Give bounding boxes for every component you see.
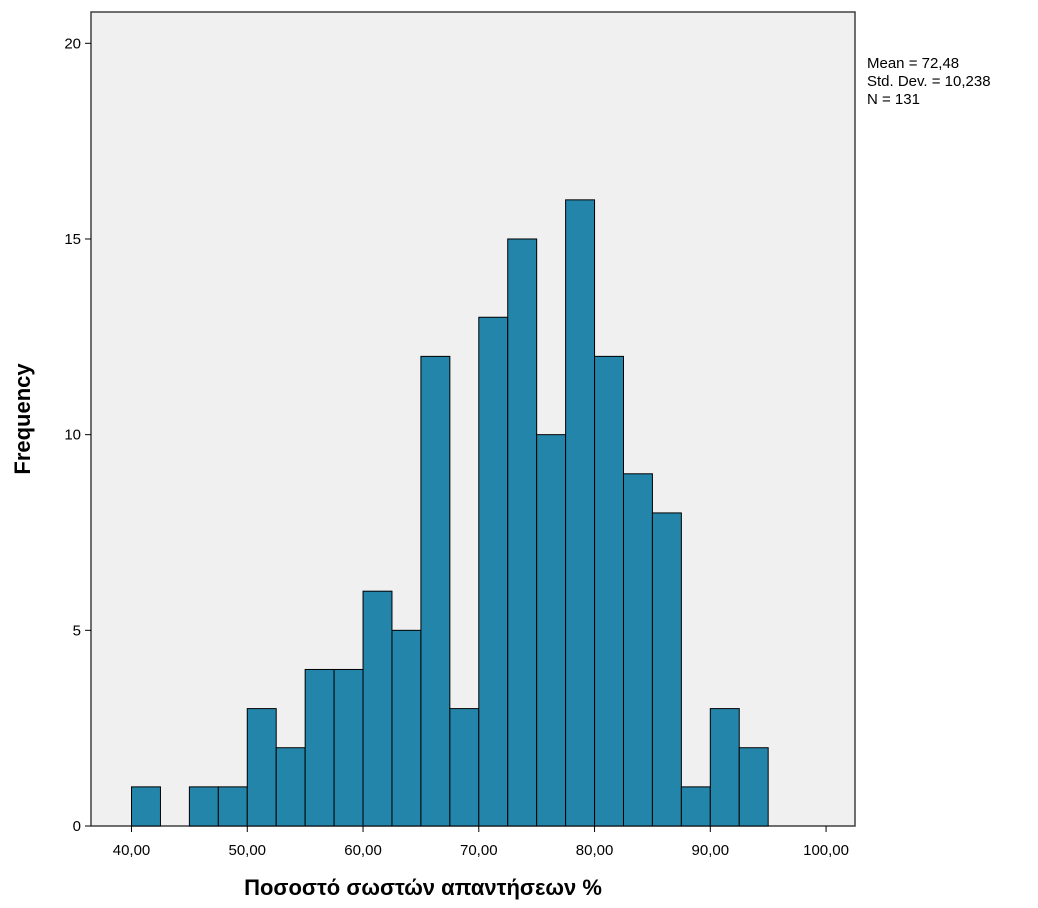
histogram-bar-1 [188, 786, 219, 827]
histogram-bar-19 [709, 708, 740, 827]
y-tick-label-1: 5 [73, 622, 81, 639]
x-tick-label-6: 100,00 [803, 842, 849, 859]
histogram-bar-11 [478, 316, 509, 827]
histogram-bar-17 [651, 512, 682, 827]
x-tick-label-3: 70,00 [460, 842, 498, 859]
bars-group [131, 199, 769, 827]
x-axis-title: Ποσοστό σωστών απαντήσεων % [244, 875, 602, 900]
x-tick-label-4: 80,00 [576, 842, 614, 859]
histogram-bar-5 [304, 668, 335, 827]
histogram-bar-6 [333, 668, 364, 827]
histogram-bar-8 [391, 629, 422, 827]
histogram-bar-18 [680, 786, 711, 827]
histogram-bar-9 [420, 355, 451, 827]
x-tick-label-2: 60,00 [344, 842, 382, 859]
y-tick-label-4: 20 [64, 35, 81, 52]
histogram-bar-12 [507, 238, 538, 827]
histogram-bar-4 [275, 747, 306, 827]
x-tick-label-1: 50,00 [228, 842, 266, 859]
x-tick-label-5: 90,00 [692, 842, 730, 859]
axes-group: 0 5 10 15 20 40,00 50,00 60,00 70,00 80,00 90,00 10… [64, 35, 849, 859]
y-tick-label-3: 15 [64, 231, 81, 248]
histogram-bar-16 [622, 473, 653, 827]
histogram-bar-13 [536, 434, 567, 827]
stat-n: N = 131 [867, 91, 920, 108]
stat-std-dev: Std. Dev. = 10,238 [867, 73, 991, 90]
y-tick-label-2: 10 [64, 427, 81, 444]
histogram-bar-2 [217, 786, 248, 827]
histogram-bar-7 [362, 590, 393, 827]
histogram-bar-14 [565, 199, 596, 827]
histogram-bar-15 [594, 355, 624, 827]
histogram-bar-0 [131, 786, 161, 827]
y-tick-label-0: 0 [73, 818, 81, 835]
histogram-bar-10 [449, 708, 480, 827]
y-axis-title: Frequency [10, 363, 35, 475]
histogram-bar-3 [246, 708, 277, 827]
x-tick-label-0: 40,00 [113, 842, 151, 859]
plot-area [90, 11, 856, 827]
stat-mean: Mean = 72,48 [867, 55, 959, 72]
histogram-bar-20 [738, 747, 769, 827]
